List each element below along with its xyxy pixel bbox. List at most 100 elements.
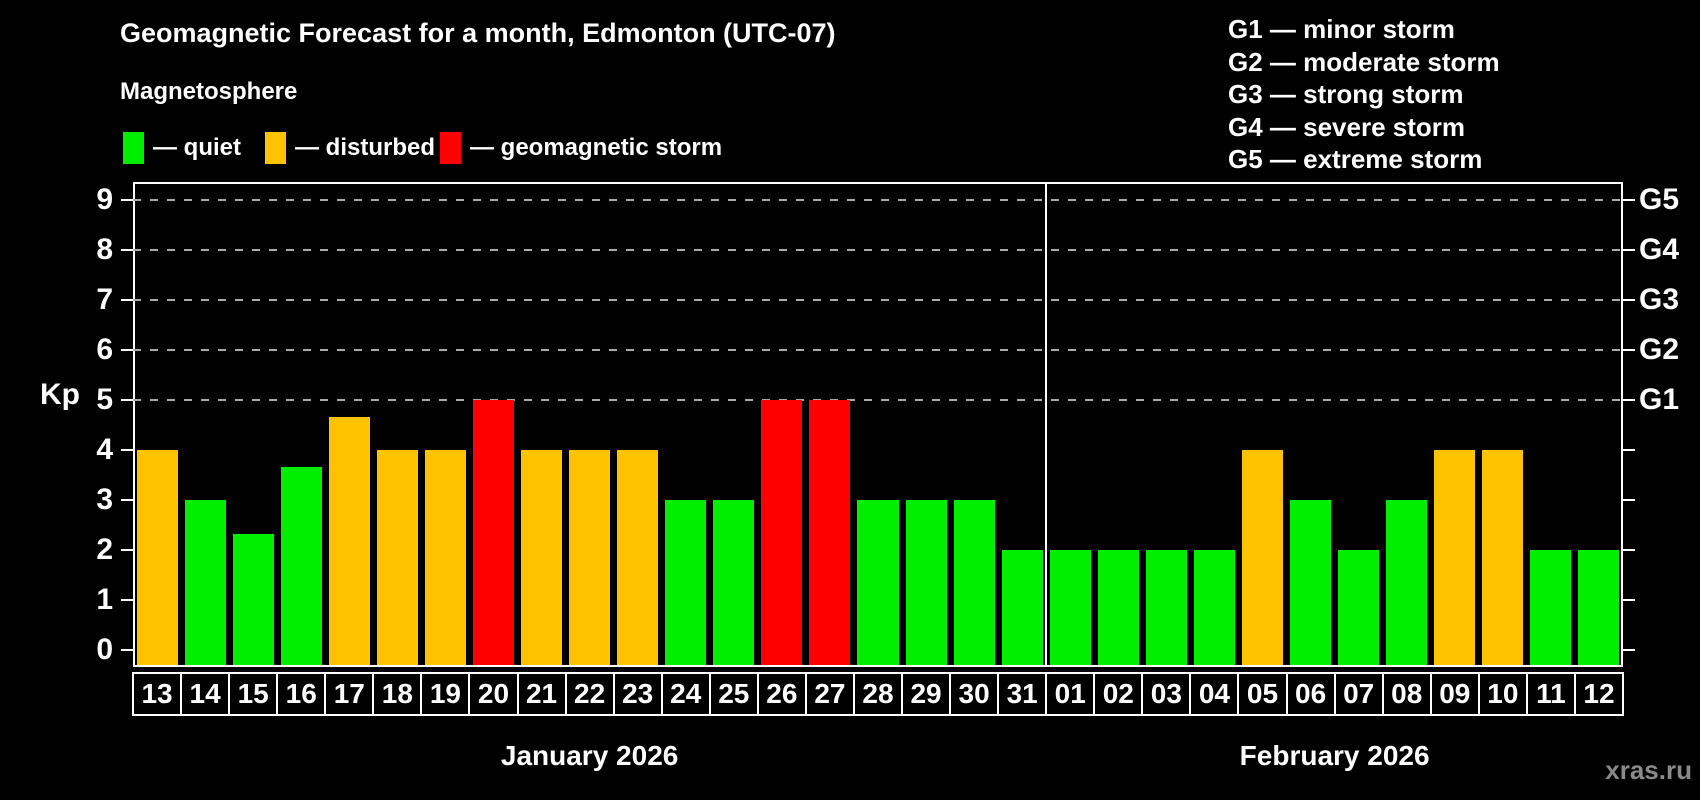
legend-item-storm: — geomagnetic storm — [440, 131, 722, 165]
kp-bar-day-03 — [1145, 550, 1187, 665]
day-label-25: 25 — [708, 672, 759, 716]
kp-bar-day-02 — [1097, 550, 1139, 665]
day-label-01: 01 — [1045, 672, 1096, 716]
kp-bar-day-04 — [1193, 550, 1235, 665]
day-label-02: 02 — [1093, 672, 1144, 716]
y-tick-right — [1623, 399, 1635, 401]
legend-item-disturbed: — disturbed — [265, 131, 435, 165]
day-label-19: 19 — [420, 672, 471, 716]
kp-bar-day-19 — [424, 450, 466, 665]
y-tick-label-7: 7 — [96, 283, 113, 316]
y-tick-left — [121, 449, 133, 451]
legend-swatch-storm — [440, 132, 461, 164]
kp-bar-day-31 — [1001, 550, 1043, 665]
g-level-label-G4: G4 — [1639, 233, 1680, 266]
g-level-label-G2: G2 — [1639, 333, 1680, 366]
y-tick-right — [1623, 299, 1635, 301]
y-tick-label-5: 5 — [96, 383, 113, 416]
day-label-26: 26 — [756, 672, 807, 716]
kp-bar-day-30 — [953, 500, 995, 665]
g-scale-legend: G1 — minor storm G2 — moderate storm G3 — … — [1228, 13, 1500, 176]
y-tick-label-6: 6 — [96, 333, 113, 366]
y-tick-label-9: 9 — [96, 183, 113, 216]
y-tick-left — [121, 649, 133, 651]
day-label-21: 21 — [516, 672, 567, 716]
day-label-03: 03 — [1141, 672, 1192, 716]
day-label-05: 05 — [1237, 672, 1288, 716]
day-label-11: 11 — [1525, 672, 1576, 716]
day-label-06: 06 — [1285, 672, 1336, 716]
legend-swatch-disturbed — [265, 132, 286, 164]
kp-bar-day-27 — [809, 400, 851, 665]
y-tick-label-0: 0 — [96, 633, 113, 666]
g-scale-line: G4 — severe storm — [1228, 111, 1466, 142]
g-scale-line: G1 — minor storm — [1228, 14, 1455, 44]
day-label-22: 22 — [564, 672, 615, 716]
y-tick-left — [121, 199, 133, 201]
legend-label-disturbed: — disturbed — [295, 134, 436, 161]
day-label-18: 18 — [372, 672, 423, 716]
day-label-28: 28 — [852, 672, 904, 716]
plot-border — [133, 182, 1623, 667]
kp-bar-day-07 — [1338, 550, 1380, 665]
y-tick-left — [121, 549, 133, 551]
kp-bar-day-26 — [761, 400, 803, 665]
y-tick-right — [1623, 499, 1635, 501]
magnetosphere-subtitle: Magnetosphere — [120, 78, 298, 105]
y-tick-right — [1623, 349, 1635, 351]
y-tick-left — [121, 499, 133, 501]
status-legend: — quiet — disturbed — geomagnetic storm — [0, 131, 1100, 165]
day-label-29: 29 — [901, 672, 952, 716]
y-tick-right — [1623, 549, 1635, 551]
kp-bar-day-25 — [713, 500, 755, 665]
kp-bar-day-20 — [472, 400, 514, 665]
y-tick-right — [1623, 599, 1635, 601]
day-label-30: 30 — [949, 672, 1000, 716]
kp-bar-day-22 — [569, 450, 611, 665]
y-tick-left — [121, 349, 133, 351]
kp-bar-day-28 — [857, 500, 899, 665]
kp-bar-day-12 — [1578, 550, 1620, 665]
grid-line-kp6 — [133, 349, 1623, 351]
y-tick-right — [1623, 649, 1635, 651]
day-label-13: 13 — [132, 672, 183, 716]
y-tick-left — [121, 299, 133, 301]
day-label-31: 31 — [997, 672, 1048, 716]
day-label-07: 07 — [1333, 672, 1384, 716]
g-level-label-G5: G5 — [1639, 183, 1680, 216]
day-label-15: 15 — [228, 672, 279, 716]
legend-label-quiet: — quiet — [153, 134, 241, 161]
y-tick-left — [121, 599, 133, 601]
day-label-09: 09 — [1429, 672, 1480, 716]
day-label-12: 12 — [1573, 672, 1624, 716]
y-tick-left — [121, 399, 133, 401]
kp-bar-day-08 — [1386, 500, 1428, 665]
day-label-10: 10 — [1477, 672, 1528, 716]
y-tick-right — [1623, 249, 1635, 251]
day-label-24: 24 — [660, 672, 711, 716]
grid-line-kp5 — [133, 399, 1623, 401]
day-label-08: 08 — [1381, 672, 1432, 716]
kp-bar-day-06 — [1290, 500, 1332, 665]
kp-bar-day-18 — [376, 450, 418, 665]
day-label-27: 27 — [804, 672, 855, 716]
month-separator — [1045, 184, 1048, 665]
legend-label-storm: — geomagnetic storm — [470, 134, 723, 161]
y-tick-label-4: 4 — [96, 433, 113, 466]
y-tick-right — [1623, 449, 1635, 451]
kp-bar-day-09 — [1434, 450, 1476, 665]
kp-bar-day-21 — [521, 450, 563, 665]
kp-bar-day-29 — [905, 500, 947, 665]
legend-item-quiet: — quiet — [123, 131, 241, 165]
kp-bar-day-15 — [232, 533, 274, 665]
y-tick-label-3: 3 — [96, 483, 113, 516]
day-label-14: 14 — [180, 672, 231, 716]
kp-bar-day-11 — [1530, 550, 1572, 665]
grid-line-kp8 — [133, 249, 1623, 251]
grid-line-kp7 — [133, 299, 1623, 301]
month-label-january: January 2026 — [500, 740, 679, 771]
day-label-20: 20 — [468, 672, 519, 716]
y-tick-label-2: 2 — [96, 533, 113, 566]
day-label-17: 17 — [324, 672, 375, 716]
kp-bar-day-17 — [328, 416, 370, 665]
